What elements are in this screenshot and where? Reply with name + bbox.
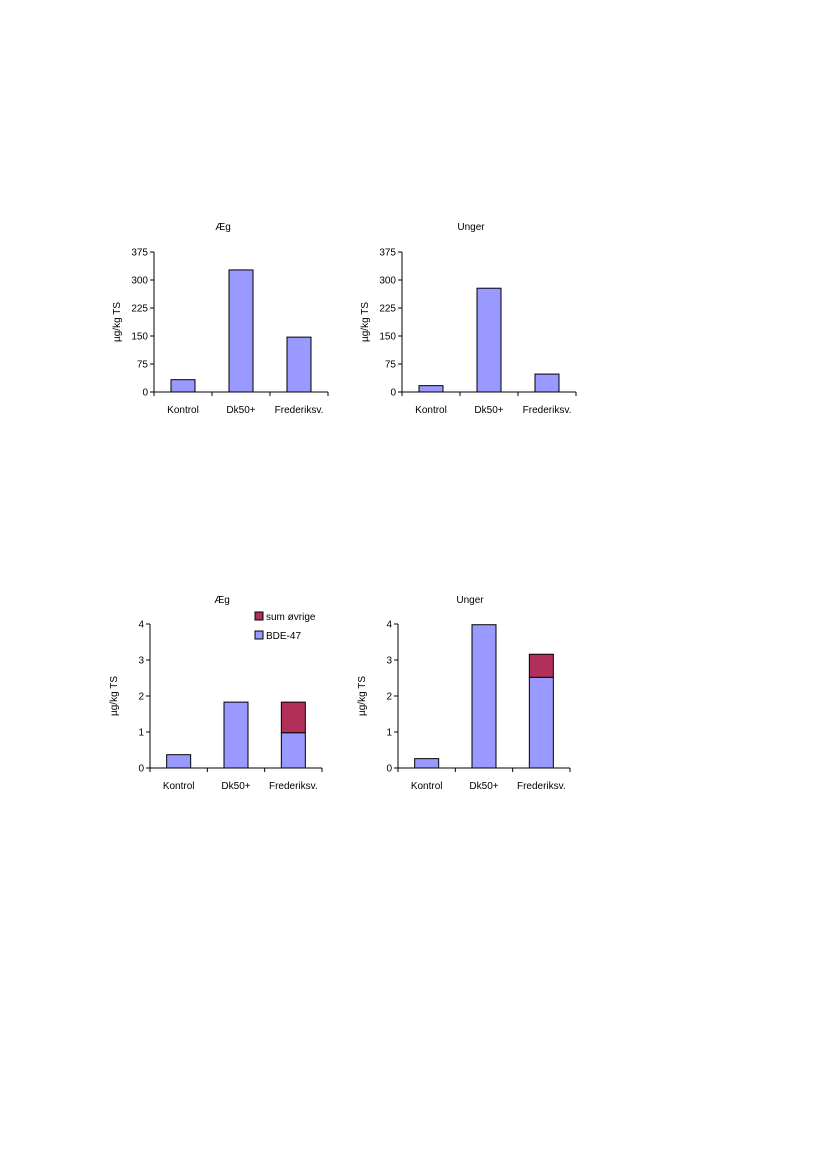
y-tick-label: 75 <box>385 360 397 371</box>
legend-swatch <box>254 611 264 621</box>
y-tick-label: 0 <box>138 764 144 775</box>
y-axis-label: µg/kg TS <box>109 676 120 716</box>
legend-swatch <box>254 630 264 640</box>
chart-title: Æg <box>214 595 230 606</box>
legend-entry: BDE-47 <box>266 631 301 642</box>
y-tick-label: 0 <box>390 388 396 399</box>
y-axis-label: µg/kg TS <box>357 676 368 716</box>
bar-bde-47-frederiksv <box>280 732 306 769</box>
bar-sum-øvrige-frederiksv <box>528 653 554 678</box>
y-tick-label: 0 <box>386 764 392 775</box>
y-axis-label: µg/kg TS <box>112 302 123 342</box>
x-tick-label: Kontrol <box>163 781 195 792</box>
y-tick-label: 1 <box>386 728 392 739</box>
y-tick-label: 375 <box>131 248 148 259</box>
x-tick-label: Kontrol <box>415 405 447 416</box>
x-tick-label: Frederiksv. <box>523 405 572 416</box>
y-tick-label: 4 <box>138 620 144 631</box>
bar-sum-øvrige-frederiksv <box>280 701 306 734</box>
chart-title: Unger <box>457 222 485 233</box>
bar-dk50 <box>476 287 502 393</box>
bar-frederiksv <box>286 336 312 393</box>
y-tick-label: 3 <box>386 656 392 667</box>
bar-frederiksv <box>534 373 560 393</box>
bar-bde-47-kontrol <box>414 758 440 769</box>
y-tick-label: 75 <box>137 360 149 371</box>
y-tick-label: 300 <box>379 276 396 287</box>
bar-kontrol <box>418 385 444 393</box>
x-tick-label: Dk50+ <box>469 781 498 792</box>
chart-title: Æg <box>215 222 231 233</box>
y-tick-label: 4 <box>386 620 392 631</box>
y-tick-label: 2 <box>386 692 392 703</box>
y-tick-label: 150 <box>131 332 148 343</box>
y-tick-label: 1 <box>138 728 144 739</box>
chart-title: Unger <box>456 595 484 606</box>
y-tick-label: 225 <box>379 304 396 315</box>
y-tick-label: 0 <box>142 388 148 399</box>
y-tick-label: 3 <box>138 656 144 667</box>
x-tick-label: Kontrol <box>167 405 199 416</box>
y-tick-label: 2 <box>138 692 144 703</box>
bar-bde-47-dk50 <box>471 624 497 769</box>
bar-bde-47-dk50 <box>223 701 249 769</box>
x-tick-label: Frederiksv. <box>275 405 324 416</box>
y-tick-label: 225 <box>131 304 148 315</box>
x-tick-label: Frederiksv. <box>517 781 566 792</box>
bar-bde-47-kontrol <box>166 754 192 769</box>
y-axis-label: µg/kg TS <box>360 302 371 342</box>
bar-bde-47-frederiksv <box>528 676 554 769</box>
x-tick-label: Dk50+ <box>474 405 503 416</box>
legend-entry: sum øvrige <box>266 612 316 623</box>
bar-kontrol <box>170 379 196 393</box>
x-tick-label: Kontrol <box>411 781 443 792</box>
y-tick-label: 150 <box>379 332 396 343</box>
bar-dk50 <box>228 269 254 393</box>
x-tick-label: Frederiksv. <box>269 781 318 792</box>
y-tick-label: 300 <box>131 276 148 287</box>
y-tick-label: 375 <box>379 248 396 259</box>
x-tick-label: Dk50+ <box>221 781 250 792</box>
x-tick-label: Dk50+ <box>226 405 255 416</box>
